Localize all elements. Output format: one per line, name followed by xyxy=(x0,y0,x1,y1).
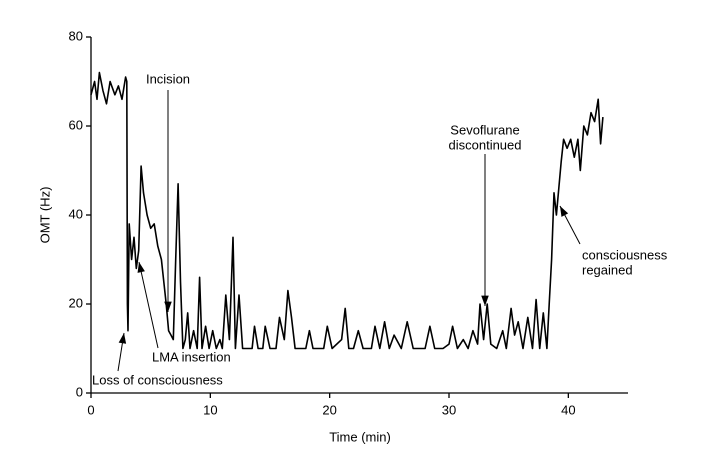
y-tick-label: 80 xyxy=(69,28,83,43)
x-tick-label: 20 xyxy=(322,402,336,417)
annotation: regained xyxy=(582,262,633,277)
arrow-head xyxy=(164,301,172,312)
x-tick-label: 0 xyxy=(87,402,94,417)
x-tick-label: 30 xyxy=(442,402,456,417)
arrow-head xyxy=(481,295,489,306)
arrow-head xyxy=(118,333,127,344)
x-axis-label: Time (min) xyxy=(329,429,391,444)
annotation: consciousness xyxy=(582,247,668,262)
annotation: Loss of consciousness xyxy=(92,372,223,387)
arrow-head xyxy=(137,262,145,273)
x-tick-label: 40 xyxy=(561,402,575,417)
annotation: Incision xyxy=(146,71,190,86)
y-axis-label: OMT (Hz) xyxy=(37,187,52,244)
arrow-head xyxy=(560,206,569,217)
data-line xyxy=(90,71,604,350)
y-tick-label: 60 xyxy=(69,117,83,132)
annotation: Sevoflurane xyxy=(450,122,519,137)
annotation: LMA insertion xyxy=(152,349,231,364)
y-tick-label: 40 xyxy=(69,206,83,221)
annotation: discontinued xyxy=(449,137,522,152)
annotation-arrow xyxy=(138,261,159,349)
y-tick-label: 20 xyxy=(69,295,83,310)
x-tick-label: 10 xyxy=(203,402,217,417)
y-tick-label: 0 xyxy=(76,384,83,399)
